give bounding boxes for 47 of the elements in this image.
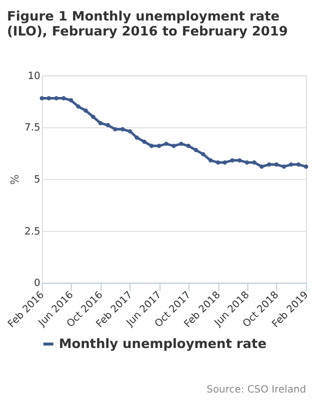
point [106, 123, 110, 128]
y-tick-label: 10 [28, 70, 40, 82]
y-tick-label: 2.5 [24, 226, 40, 238]
point [222, 160, 227, 165]
point [296, 162, 301, 167]
point [282, 164, 286, 169]
point [76, 104, 80, 109]
y-tick-label: 7.5 [24, 122, 40, 134]
source-note: Source: CSO Ireland [206, 384, 306, 396]
point [252, 160, 256, 165]
point [156, 144, 162, 148]
point [61, 96, 66, 100]
legend-label: Monthly unemployment rate [58, 337, 267, 352]
point [288, 162, 294, 167]
point [179, 142, 184, 146]
point [186, 144, 191, 148]
point [134, 135, 139, 140]
point [201, 152, 206, 156]
y-tick-label: 0 [34, 278, 40, 290]
point [230, 158, 234, 163]
point [40, 96, 44, 100]
y-tick-label: 5 [34, 174, 40, 186]
point [208, 158, 213, 163]
point [68, 98, 74, 102]
point [128, 129, 132, 134]
point [304, 164, 308, 169]
point [54, 96, 58, 100]
point [142, 140, 146, 144]
point [120, 127, 125, 132]
point [194, 148, 198, 152]
point [98, 120, 103, 126]
text: (ILO), February 2016 to February 2019 [6, 24, 288, 40]
y-axis-title: % [8, 174, 22, 185]
point [267, 162, 272, 167]
point [149, 144, 154, 148]
point [237, 158, 242, 163]
point [46, 96, 51, 100]
point [164, 142, 168, 146]
point [274, 162, 279, 167]
point [244, 160, 250, 165]
point [91, 114, 96, 119]
point [260, 164, 264, 169]
point [216, 160, 220, 165]
text: Figure 1 Monthly unemployment rate [6, 10, 280, 25]
point [172, 144, 176, 148]
point [84, 108, 88, 113]
point [113, 127, 118, 132]
